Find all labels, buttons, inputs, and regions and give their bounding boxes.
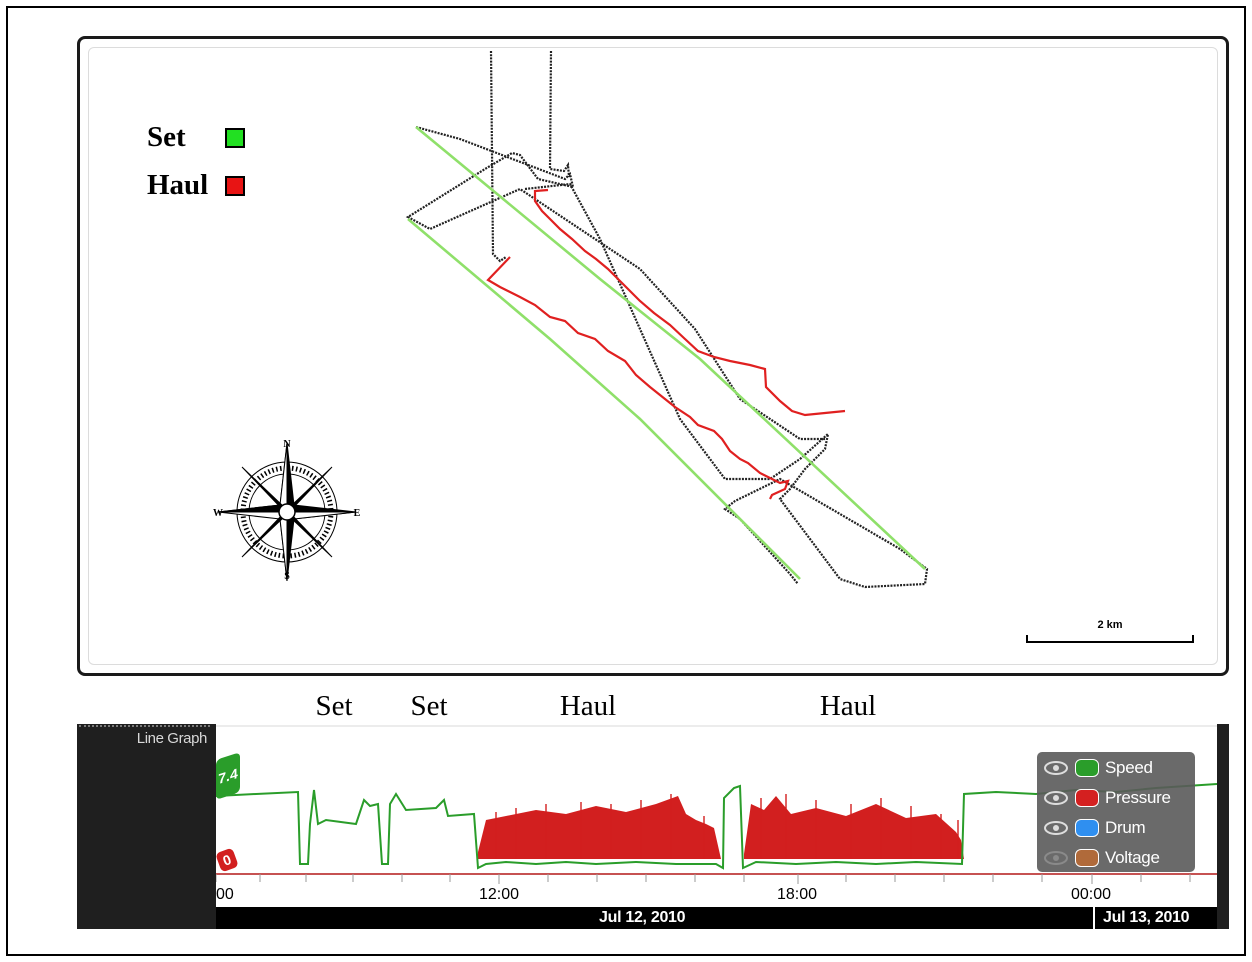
legend-set-label: Set [147,121,186,153]
annotation-haul-2: Haul [819,690,877,722]
line-graph-panel[interactable]: Line Graph [77,724,1229,929]
series-color-chip [1075,759,1099,777]
date-label-jul12: Jul 12, 2010 [599,909,686,926]
series-label-voltage: Voltage [1105,848,1160,867]
time-tick-label-3: 00:00 [1071,886,1112,903]
annotation-haul-1: Haul [559,690,617,722]
track-map [405,50,929,589]
series-toggle-pressure[interactable]: Pressure [1043,786,1171,810]
eye-icon[interactable] [1043,760,1069,776]
line-graph-plot[interactable] [216,724,1217,907]
set-line-1 [415,125,926,570]
map-inner-border [88,47,1218,665]
legend-haul-swatch [225,175,245,196]
vessel-track-north-a [489,50,507,263]
compass-w: W [213,508,223,519]
date-bar: Jul 12, 2010 Jul 13, 2010 [216,907,1217,929]
haul-line-2 [533,188,846,417]
vessel-track-main [405,125,825,441]
series-toggle-speed[interactable]: Speed [1043,756,1153,780]
scale-bar-label: 2 km [1097,619,1123,631]
time-axis-ticks [216,874,1191,884]
graph-scrollbar[interactable] [1217,724,1229,929]
series-toggle-drum[interactable]: Drum [1043,816,1146,840]
series-label-speed: Speed [1105,758,1153,777]
series-toggle-voltage[interactable]: Voltage [1043,846,1160,870]
series-color-chip [1075,789,1099,807]
series-legend: Speed Pressure Drum Voltage [1037,752,1195,872]
compass-n: N [283,439,291,450]
line-graph-title: Line Graph [136,730,208,747]
sidebar-drag-handle[interactable] [79,725,210,729]
eye-icon[interactable] [1043,820,1069,836]
scale-bar-line [1026,635,1194,643]
pressure-haul-1 [478,796,721,859]
compass-e: E [354,508,361,519]
vessel-track-cross [524,182,801,481]
date-label-jul13: Jul 13, 2010 [1103,909,1190,926]
legend-haul-label: Haul [147,169,209,201]
series-color-chip [1075,819,1099,837]
compass-s: S [284,571,290,582]
annotation-set-2: Set [410,690,448,722]
compass-rose-icon: N S E W [213,439,361,582]
eye-icon[interactable] [1043,790,1069,806]
time-tick-label-1: 12:00 [479,886,520,903]
speed-series [216,783,1217,870]
haul-line-1 [486,256,790,500]
time-tick-label-2: 18:00 [777,886,818,903]
legend-haul-row: Haul [147,169,245,202]
date-divider [1093,907,1095,929]
annotation-set-1: Set [315,690,353,722]
scale-bar: 2 km [1026,619,1194,643]
vessel-track-north-b [548,50,571,178]
legend-set-swatch [225,127,245,148]
line-graph-sidebar: Line Graph [77,724,216,929]
map-panel[interactable]: Set Haul N S E W 2 km [77,36,1229,676]
pressure-spikes [495,794,959,859]
vessel-track-south [723,430,929,589]
series-color-chip [1075,849,1099,867]
pressure-series [478,796,964,859]
pressure-haul-2 [744,796,964,859]
time-tick-label-0: 00 [216,886,234,903]
eye-off-icon[interactable] [1043,850,1069,866]
series-label-pressure: Pressure [1105,788,1171,807]
set-line-2 [407,218,801,580]
legend-set-row: Set [147,121,245,154]
speed-max-badge: 7.4 [216,752,240,800]
series-label-drum: Drum [1105,818,1146,837]
